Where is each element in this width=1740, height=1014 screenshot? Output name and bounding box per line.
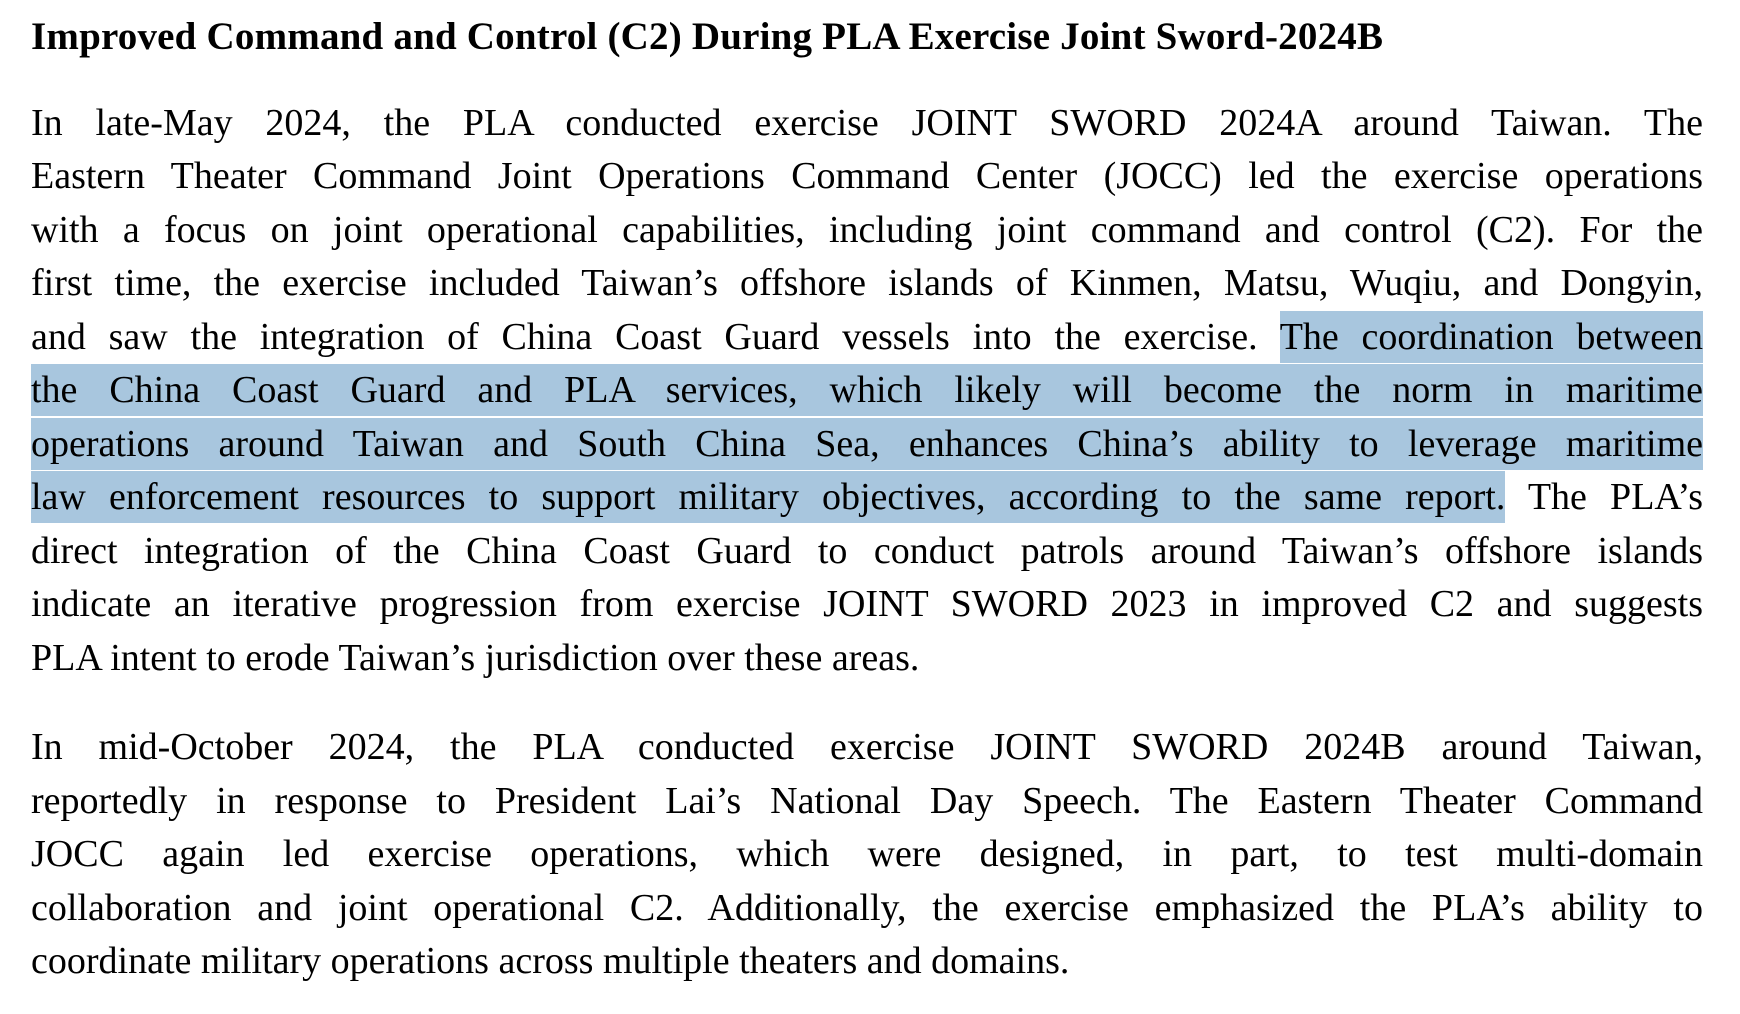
text-segment: Eastern Theater Command Joint Operations…	[31, 155, 1703, 197]
highlighted-text: operations around Taiwan and South China…	[31, 417, 1703, 470]
paragraph: In mid-October 2024, the PLA conducted e…	[31, 721, 1703, 989]
text-segment: PLA intent to erode Taiwan’s jurisdictio…	[31, 636, 920, 679]
text-segment: indicate an iterative progression from e…	[31, 583, 1703, 625]
text-line: In late-May 2024, the PLA conducted exer…	[31, 97, 1703, 151]
text-line: JOCC again led exercise operations, whic…	[31, 828, 1703, 882]
text-segment: collaboration and joint operational C2. …	[31, 886, 1703, 929]
text-segment: In late-May 2024, the PLA conducted exer…	[31, 101, 1703, 144]
text-line: Eastern Theater Command Joint Operations…	[31, 150, 1703, 204]
document-heading: Improved Command and Control (C2) During…	[31, 15, 1384, 58]
text-segment: direct integration of the China Coast Gu…	[31, 529, 1703, 572]
highlighted-text: law enforcement resources to support mil…	[31, 471, 1506, 523]
text-line: In mid-October 2024, the PLA conducted e…	[31, 721, 1703, 775]
text-line: and saw the integration of China Coast G…	[31, 310, 1703, 365]
text-line: the China Coast Guard and PLA services, …	[31, 364, 1703, 418]
text-line: collaboration and joint operational C2. …	[31, 882, 1703, 936]
text-segment: first time, the exercise included Taiwan…	[31, 262, 1703, 304]
text-segment: coordinate military operations across mu…	[31, 940, 1070, 982]
text-line: law enforcement resources to support mil…	[31, 471, 1703, 525]
text-line: first time, the exercise included Taiwan…	[31, 257, 1703, 311]
text-line: direct integration of the China Coast Gu…	[31, 525, 1703, 579]
text-line: reportedly in response to President Lai’…	[31, 775, 1703, 829]
text-line: coordinate military operations across mu…	[31, 935, 1703, 989]
highlighted-text: the China Coast Guard and PLA services, …	[31, 364, 1703, 416]
text-line: PLA intent to erode Taiwan’s jurisdictio…	[31, 632, 1703, 686]
document-body: In late-May 2024, the PLA conducted exer…	[31, 97, 1703, 989]
text-line: operations around Taiwan and South China…	[31, 417, 1703, 472]
text-segment: JOCC again led exercise operations, whic…	[31, 833, 1703, 875]
text-line: with a focus on joint operational capabi…	[31, 204, 1703, 258]
paragraph: In late-May 2024, the PLA conducted exer…	[31, 97, 1703, 686]
text-segment: with a focus on joint operational capabi…	[31, 208, 1703, 251]
text-segment: The PLA’s	[1505, 476, 1703, 518]
text-line: indicate an iterative progression from e…	[31, 578, 1703, 632]
text-segment: reportedly in response to President Lai’…	[31, 779, 1703, 822]
text-segment: In mid-October 2024, the PLA conducted e…	[31, 726, 1703, 768]
highlighted-text: The coordination between	[1279, 310, 1703, 363]
text-segment: and saw the integration of China Coast G…	[31, 315, 1280, 358]
